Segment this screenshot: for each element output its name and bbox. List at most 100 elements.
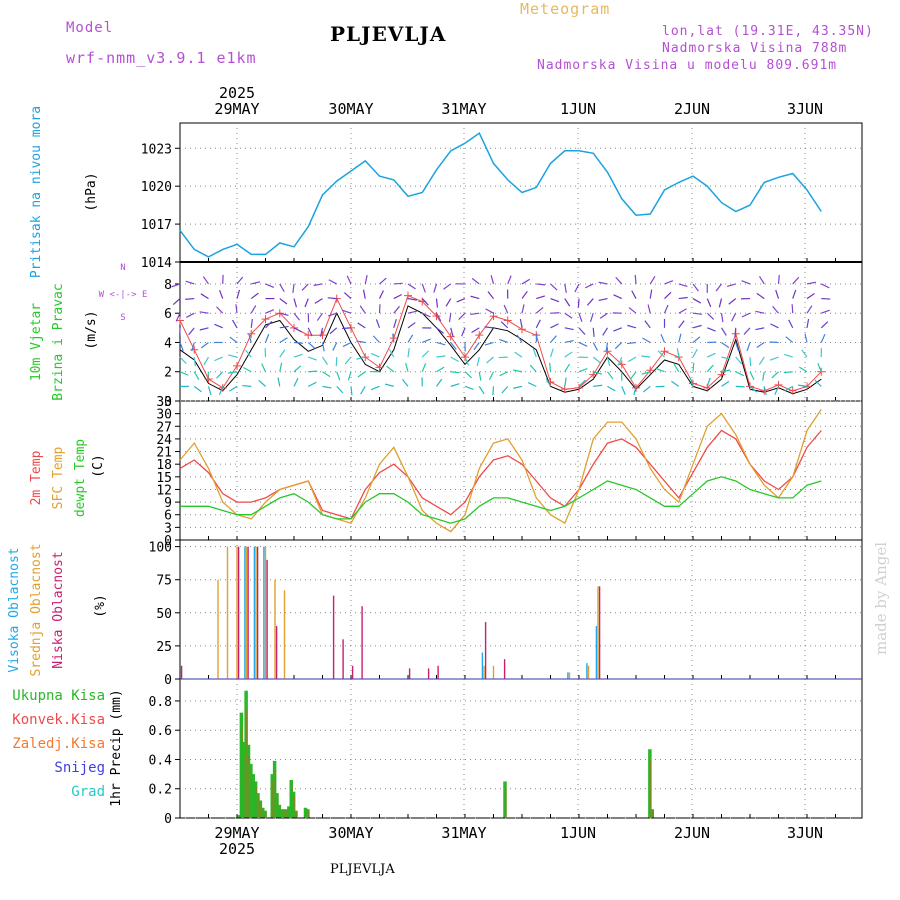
- wind-arrow: [392, 333, 395, 343]
- wind-gust-point: [233, 361, 241, 370]
- wind-arrow: [470, 295, 480, 300]
- wind-gust-point: [361, 353, 370, 362]
- temp-unit: (C): [91, 454, 106, 477]
- wind-arrow: [758, 275, 765, 285]
- wind-arrow: [171, 283, 181, 288]
- top-day-label: 30MAY: [328, 100, 373, 118]
- ytick-label-temperature: 3: [164, 521, 172, 536]
- wind-gust-point: [660, 347, 669, 356]
- wind-arrow: [357, 371, 366, 378]
- wind-arrow: [357, 322, 366, 329]
- wind-arrow: [199, 311, 209, 314]
- wind-arrow: [678, 296, 688, 300]
- wind-arrow: [407, 297, 417, 301]
- wind-arrow: [293, 298, 298, 308]
- compass-s: S: [120, 313, 125, 323]
- wind-arrow: [435, 312, 442, 322]
- wind-arrow: [456, 298, 466, 303]
- wind-arrow: [584, 283, 594, 289]
- wind-arrow: [214, 356, 223, 362]
- wind-arrow: [663, 304, 669, 314]
- wind-arrow: [293, 365, 302, 373]
- wind-arrow: [678, 320, 685, 329]
- ytick-label-clouds: 100: [149, 541, 172, 556]
- wind-arrow: [627, 324, 637, 329]
- wind-arrow: [689, 377, 694, 387]
- wind-arrow: [801, 349, 808, 358]
- wind-arrow: [236, 289, 241, 299]
- wind-arrow: [488, 371, 495, 381]
- wind-arrow: [655, 367, 665, 373]
- wind-arrow: [250, 292, 259, 300]
- wind-arrow: [314, 298, 323, 304]
- wind-arrow: [715, 283, 722, 292]
- wind-arrow: [445, 298, 452, 307]
- wind-ylabel: 10m Vjetar: [29, 303, 44, 381]
- wind-arrow: [730, 312, 737, 322]
- wind-arrow: [364, 275, 368, 285]
- wind-arrow: [513, 369, 523, 373]
- wind-arrow: [564, 340, 574, 344]
- wind-arrow: [378, 290, 384, 299]
- wind-arrow: [207, 386, 212, 396]
- pressure-line: [179, 131, 822, 258]
- wind-arrow: [316, 312, 323, 321]
- wind-arrow: [550, 298, 560, 303]
- wind-arrow: [564, 351, 573, 358]
- wind-arrow: [769, 356, 779, 361]
- ytick-label-temperature: 15: [156, 471, 172, 486]
- wind-arrow: [564, 283, 567, 293]
- wind-arrow: [521, 304, 525, 314]
- wind-arrow: [193, 371, 200, 380]
- wind-arrow: [755, 310, 765, 314]
- wind-ylabel-2: Brzina i Pravac: [51, 283, 66, 400]
- wind-arrow: [593, 371, 603, 375]
- wind-arrow: [726, 283, 736, 288]
- wind-gust-point: [560, 385, 569, 394]
- wind-arrow: [634, 274, 637, 284]
- top-day-label: 1JUN: [560, 100, 596, 118]
- wind-arrow: [649, 275, 656, 285]
- model-name: wrf-nmm_v3.9.1 e1km: [66, 49, 257, 67]
- wind-arrow: [721, 380, 730, 387]
- wind-arrow: [393, 293, 403, 300]
- ytick-label-pressure: 1023: [141, 142, 172, 157]
- wind-arrow: [706, 377, 711, 387]
- wind-arrow: [692, 324, 702, 329]
- wind-arrow: [598, 297, 608, 302]
- wind-arrow: [642, 385, 651, 393]
- wind-arrow: [783, 371, 793, 374]
- wind-arrow: [279, 312, 289, 316]
- ytick-label-temperature: 12: [156, 483, 172, 498]
- precip-conv-bar: [504, 786, 507, 818]
- wind-arrow: [393, 319, 397, 329]
- wind-arrow: [328, 279, 338, 285]
- wind-arrow: [749, 385, 758, 393]
- bottom-day-label: 31MAY: [441, 824, 486, 842]
- wind-arrow: [492, 386, 495, 396]
- wind-arrow: [735, 371, 745, 377]
- wind-arrow: [564, 377, 567, 387]
- wind-arrow: [346, 275, 352, 285]
- wind-arrow: [706, 298, 712, 308]
- compass-n: N: [120, 263, 125, 273]
- wind-arrow: [436, 366, 445, 373]
- wind-arrow: [484, 326, 494, 329]
- wind-arrow: [422, 338, 431, 344]
- wind-arrow: [792, 276, 800, 285]
- ytick-label-temperature: 9: [164, 496, 172, 511]
- wind-arrow: [473, 342, 480, 351]
- wind-arrow: [359, 305, 366, 314]
- bottom-day-label: 29MAY: [214, 824, 259, 842]
- wind-arrow: [614, 342, 623, 350]
- wind-arrow: [484, 341, 494, 346]
- precip-legend-item: Ukupna Kisa: [12, 688, 105, 704]
- ytick-label-pressure: 1020: [141, 180, 172, 195]
- wind-arrow: [602, 327, 609, 336]
- wind-arrow: [261, 363, 267, 372]
- meteogram-label: Meteogram: [520, 0, 611, 18]
- wind-arrow: [199, 327, 209, 331]
- wind-gust-point: [247, 329, 256, 338]
- wind-gust-point: [304, 331, 313, 340]
- wind-arrow: [606, 356, 611, 366]
